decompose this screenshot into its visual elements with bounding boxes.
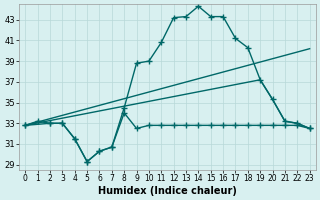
X-axis label: Humidex (Indice chaleur): Humidex (Indice chaleur) <box>98 186 237 196</box>
